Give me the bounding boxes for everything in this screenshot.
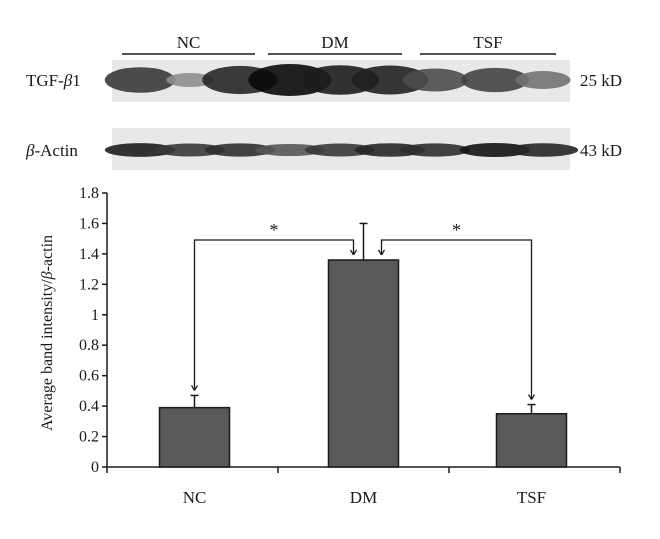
bracket-arrowhead [352, 249, 358, 256]
blot-band [515, 71, 571, 89]
y-tick-label: 1.2 [79, 276, 99, 293]
blot-band [166, 72, 214, 88]
blot-row-label: TGF-β1 [26, 71, 81, 90]
y-tick-label: 0.4 [79, 398, 99, 415]
bracket-arrowhead [349, 249, 355, 256]
significance-bracket [193, 239, 355, 391]
bracket-arrowhead [377, 249, 383, 256]
y-tick-label: 0.6 [79, 368, 99, 385]
blot-rows: TGF-β1 25 kD β-Actin 43 kD [25, 60, 622, 170]
y-tick-label: 1 [91, 307, 99, 324]
significance-label: * [452, 220, 461, 240]
significance-label: * [270, 220, 279, 240]
blot-band [402, 68, 468, 92]
blot-size-label: 43 kD [580, 141, 622, 160]
blot-band [461, 67, 529, 93]
bar-chart: Average band intensity/β-actin 0 0.2 0.4 0.… [39, 185, 621, 507]
y-tick-label: 0.8 [79, 337, 99, 354]
y-tick-label: 1.8 [79, 185, 99, 202]
blot-band [104, 67, 176, 93]
significance-brackets: * * [190, 220, 536, 400]
blot-group-headers: NC DM TSF [122, 33, 556, 55]
y-tick-label: 1.4 [79, 246, 99, 263]
bar-nc [158, 406, 231, 468]
y-axis-label: Average band intensity/β-actin [39, 235, 56, 431]
y-tick-label: 0 [91, 459, 99, 476]
bracket-arrowhead [190, 385, 196, 391]
blot-band [351, 65, 429, 95]
bars [158, 222, 568, 468]
blot-group-label: DM [321, 33, 348, 52]
blot-band [399, 143, 471, 157]
bracket-arrowhead [527, 394, 533, 400]
blot-band [459, 142, 531, 158]
bracket-arrowhead [380, 249, 386, 256]
blot-row-label: β-Actin [25, 141, 78, 160]
y-tick-label: 1.6 [79, 215, 99, 232]
blot-row: TGF-β1 25 kD [26, 60, 622, 102]
blot-group-label: TSF [473, 33, 502, 52]
bar-dm [327, 259, 400, 468]
x-tick-label: NC [183, 488, 207, 507]
x-axis: NC DM TSF [106, 466, 621, 507]
blot-band [254, 143, 326, 157]
blot-group-label: NC [177, 33, 201, 52]
blot-size-label: 25 kD [580, 71, 622, 90]
significance-bracket [380, 239, 533, 400]
x-tick-label: TSF [517, 488, 546, 507]
bracket-arrowhead [530, 394, 536, 400]
blot-row: β-Actin 43 kD [25, 128, 622, 170]
blot-band [507, 143, 579, 157]
blot-band [304, 143, 376, 157]
western-blot-panel: NC DM TSF TGF-β1 25 kD β-Actin 43 kD [25, 33, 622, 170]
blot-band [204, 143, 276, 157]
y-axis: 0 0.2 0.4 0.6 0.8 1 1.2 1.4 1.6 1.8 [79, 185, 108, 476]
blot-band [154, 143, 226, 157]
bracket-arrowhead [193, 385, 199, 391]
y-tick-label: 0.2 [79, 429, 99, 446]
x-tick-label: DM [350, 488, 377, 507]
blot-band [104, 143, 176, 157]
bar-tsf [495, 412, 568, 468]
